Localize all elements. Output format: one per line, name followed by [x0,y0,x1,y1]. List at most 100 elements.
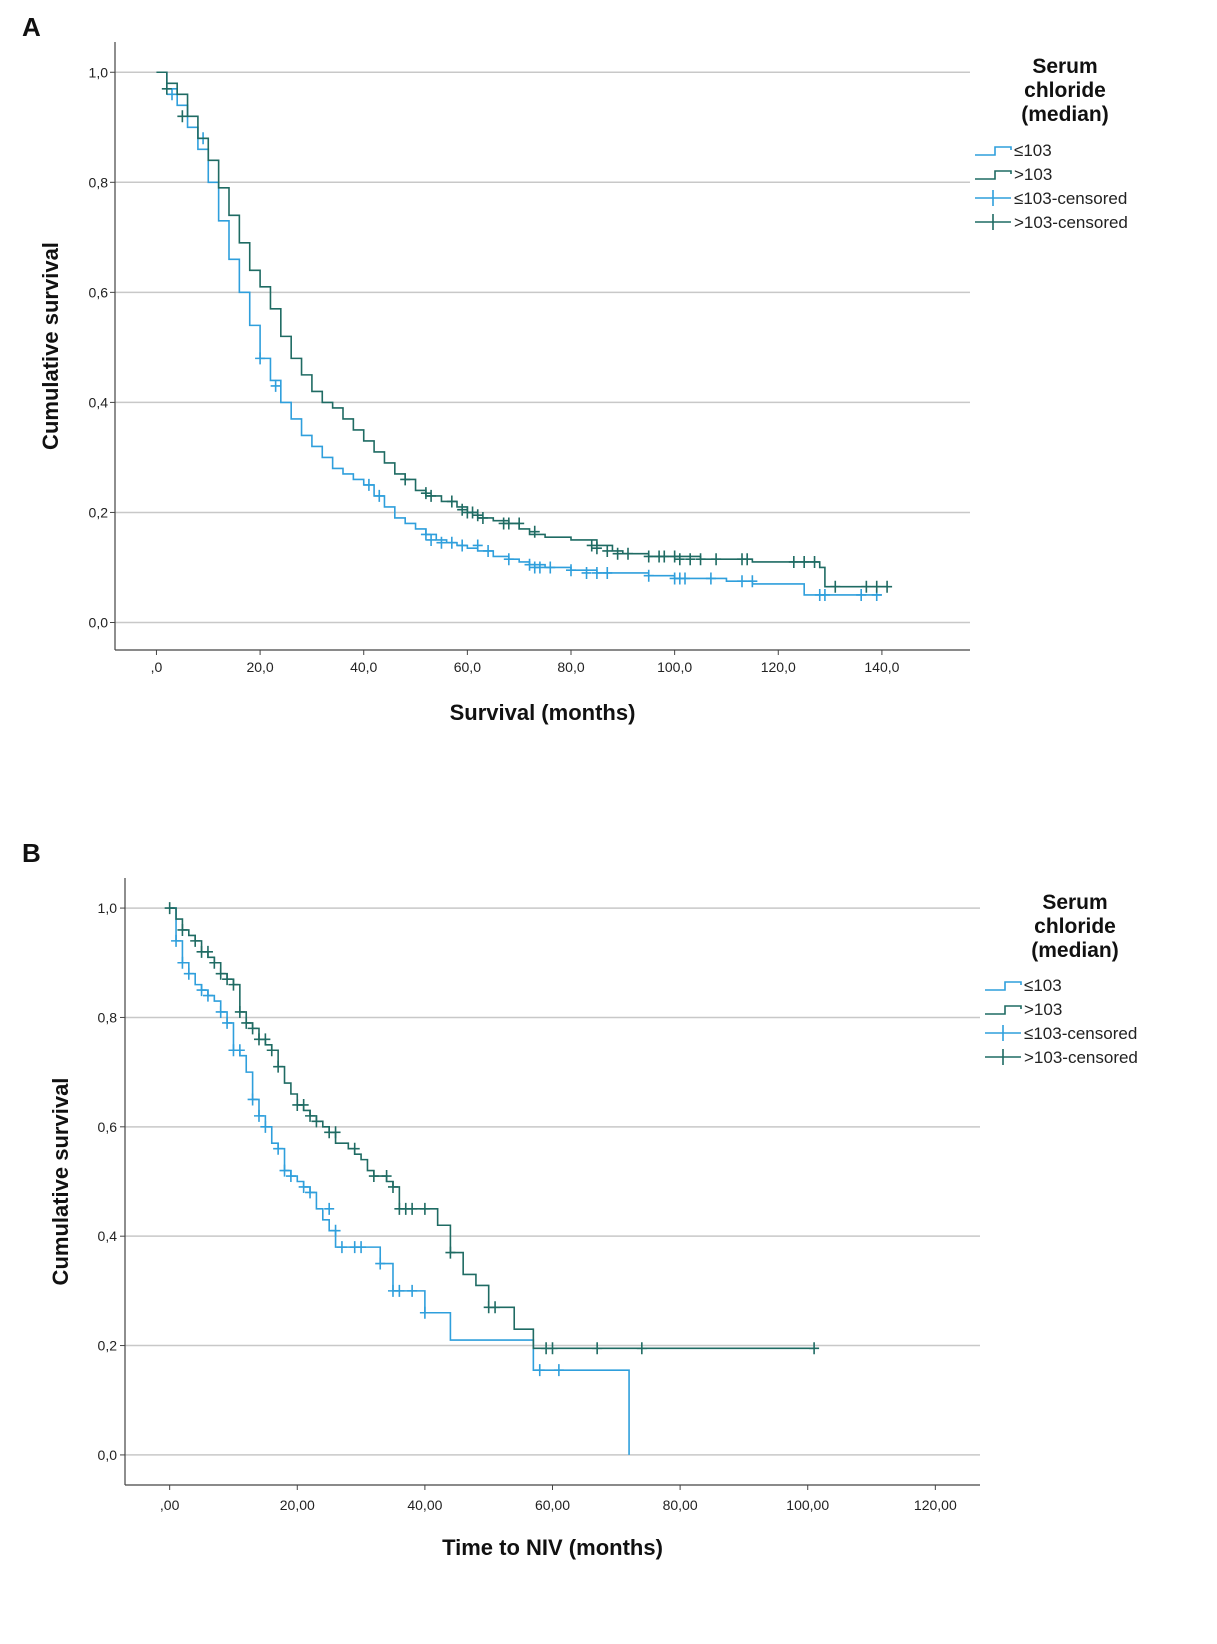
censor-mark [177,923,188,936]
censor-mark [407,1202,418,1215]
censor-mark [222,1016,233,1029]
censor-mark [503,517,514,530]
censor-mark [871,580,882,593]
censor-mark [394,1284,405,1297]
censor-mark [534,561,545,574]
censor-mark [167,88,177,101]
censor-mark [161,82,172,95]
legend-title: chloride [1024,79,1106,102]
censor-mark [387,1180,398,1193]
censor-mark [680,572,690,585]
x-tick-label: 80,00 [663,1497,698,1513]
censor-mark [266,1044,277,1057]
x-tick-label: 120,00 [914,1497,957,1513]
censor-mark [472,539,483,552]
censor-mark [374,489,385,502]
y-tick-label: 0,2 [89,504,109,520]
y-tick-label: 0,2 [98,1338,118,1354]
censor-mark [592,1342,603,1355]
legend-title: Serum [1032,55,1097,78]
censor-mark [375,1257,386,1270]
censor-mark [581,566,592,579]
censor-mark [209,956,220,969]
x-tick-label: 60,00 [535,1497,570,1513]
censor-mark [669,550,680,563]
legend-label: >103 [1014,165,1052,184]
censor-mark [747,575,758,588]
censor-mark [643,569,654,582]
x-tick-label: 40,00 [407,1497,442,1513]
censor-mark [534,1364,545,1377]
x-tick-label: ,0 [151,659,163,675]
y-tick-label: 0,0 [98,1447,118,1463]
censor-mark [490,1301,501,1314]
y-tick-label: 0,6 [98,1119,118,1135]
censor-mark [602,544,613,557]
censor-mark [260,1120,271,1133]
censor-mark [467,506,478,519]
censor-mark [436,536,447,549]
censor-mark [215,1005,226,1018]
censor-mark [285,1170,296,1183]
censor-mark [164,902,175,915]
legend-label: ≤103-censored [1014,189,1127,208]
y-tick-label: 0,4 [89,394,109,410]
censor-mark [586,539,597,552]
censor-mark [260,1033,271,1046]
x-tick-label: 140,0 [864,659,899,675]
censor-mark [190,934,201,947]
legend-title: (median) [1031,939,1119,962]
censor-mark [788,555,799,568]
censor-mark [419,1202,430,1215]
censor-mark [612,547,623,560]
censor-mark [742,553,753,566]
censor-mark [324,1202,335,1215]
censor-mark [202,945,213,958]
censor-mark [553,1364,564,1377]
panel-label: A [22,12,41,42]
censor-mark [255,352,266,365]
survival-chart-a: 0,0 0,2 0,4 0,6 0,8 1,0 ,0 20,0 40,0 60,0 80,0 100,… [38,42,1128,725]
censor-mark [247,1022,258,1035]
x-tick-label: 100,00 [786,1497,829,1513]
censor-mark [711,553,722,566]
x-axis-title: Time to NIV (months) [442,1535,663,1560]
censor-mark [420,487,431,500]
censor-mark [445,1246,456,1259]
x-tick-label: 20,00 [280,1497,315,1513]
x-axis-title: Survival (months) [450,700,636,725]
censor-mark [270,379,281,392]
legend-swatch-censor [975,214,1011,230]
censor-mark [547,1342,558,1355]
censor-mark [247,1093,258,1106]
survival-curve-high [169,907,815,1350]
censor-mark [234,1005,245,1018]
y-tick-label: 0,0 [89,614,109,630]
censor-mark [298,1180,309,1193]
legend-label: >103 [1024,1000,1062,1019]
censor-mark [381,1170,392,1183]
survival-curve-low [169,907,630,1455]
legend-swatch-step [975,146,1012,156]
x-tick-label: 60,0 [454,659,481,675]
x-tick-label: 80,0 [557,659,584,675]
censor-mark [591,566,602,579]
legend-label: ≤103 [1024,976,1062,995]
censor-mark [809,555,820,568]
censor-mark [705,572,716,585]
censor-mark [819,588,830,601]
censor-mark [368,1170,379,1183]
legend-title: chloride [1034,915,1116,938]
censor-mark [241,1016,252,1029]
survival-curve-high [156,71,888,588]
censor-mark [602,566,613,579]
x-tick-label: 40,0 [350,659,377,675]
censor-mark [363,478,374,491]
censor-mark [177,956,188,969]
censor-mark [524,558,535,571]
censor-mark [685,553,696,566]
censor-mark [330,1126,341,1139]
legend-title: Serum [1042,891,1107,914]
censor-mark [830,580,841,593]
censor-mark [861,580,872,593]
